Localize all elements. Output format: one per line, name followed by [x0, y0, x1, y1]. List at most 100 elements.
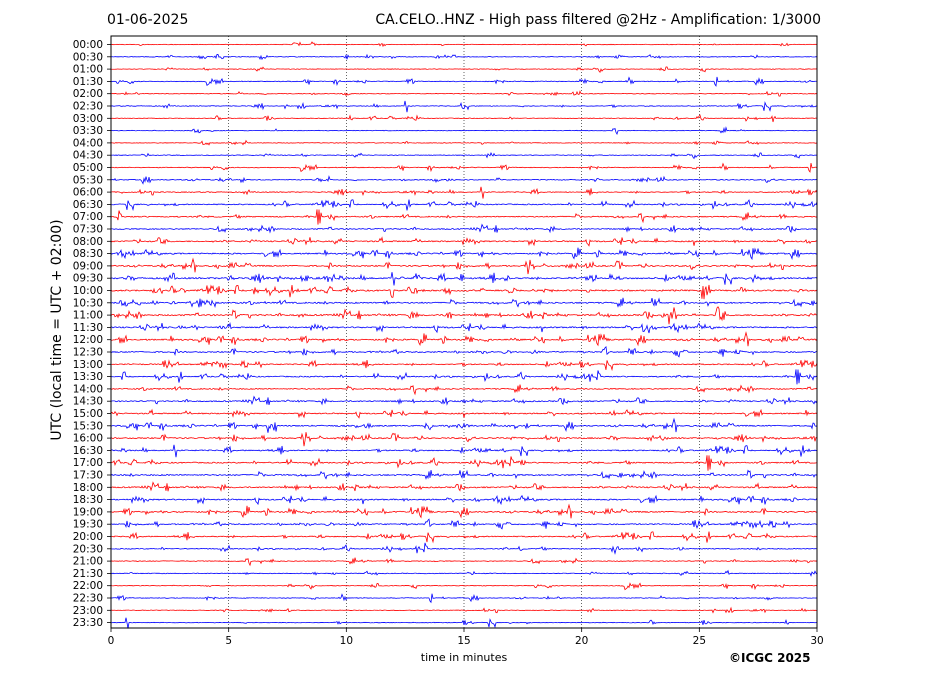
- trace-1800: [110, 481, 818, 492]
- trace-0200: [110, 90, 818, 97]
- trace-0400: [110, 139, 818, 146]
- y-tick-label: 06:00: [73, 187, 103, 199]
- copyright-label: ©ICGC 2025: [729, 651, 811, 665]
- y-tick-label: 21:00: [73, 556, 103, 568]
- y-tick-label: 16:30: [73, 445, 103, 457]
- trace-0700: [110, 209, 818, 225]
- x-tick-label: 10: [340, 635, 353, 647]
- y-tick-label: 22:00: [73, 580, 103, 592]
- y-tick-label: 03:30: [73, 125, 103, 137]
- trace-1400: [110, 384, 818, 396]
- y-tick-label: 09:30: [73, 273, 103, 285]
- trace-2030: [110, 542, 818, 555]
- trace-2100: [110, 557, 818, 567]
- trace-0730: [110, 223, 818, 234]
- trace-0900: [110, 257, 818, 275]
- trace-1000: [110, 284, 818, 300]
- trace-0300: [110, 114, 818, 123]
- y-tick-label: 07:30: [73, 224, 103, 236]
- x-tick-label: 25: [693, 635, 706, 647]
- y-tick-label: 08:00: [73, 236, 103, 248]
- trace-2130: [110, 569, 818, 577]
- trace-1300: [110, 359, 818, 372]
- y-axis-label: UTC (local time = UTC + 02:00): [49, 219, 65, 441]
- x-tick-label: 30: [810, 635, 823, 647]
- y-tick-label: 15:30: [73, 420, 103, 432]
- y-tick-label: 23:00: [73, 605, 103, 617]
- trace-1730: [110, 469, 818, 480]
- axes: [107, 35, 818, 632]
- y-tick-label: 14:00: [73, 383, 103, 395]
- trace-1500: [110, 408, 818, 419]
- trace-0530: [110, 175, 818, 185]
- y-tick-label: 09:00: [73, 260, 103, 272]
- trace-1700: [110, 455, 818, 471]
- y-tick-label: 05:00: [73, 162, 103, 174]
- y-tick-label: 11:30: [73, 322, 103, 334]
- x-tick-label: 5: [225, 635, 232, 647]
- trace-2200: [110, 582, 818, 591]
- date-label: 01-06-2025: [107, 12, 189, 28]
- y-tick-label: 20:00: [73, 531, 103, 543]
- trace-0130: [110, 76, 818, 87]
- trace-0830: [110, 247, 818, 261]
- x-tick-labels: 0 5 10 15 20 25 30: [108, 635, 824, 647]
- y-tick-label: 05:30: [73, 174, 103, 186]
- trace-0430: [110, 152, 818, 160]
- trace-1830: [110, 494, 818, 506]
- seismic-traces: [110, 41, 818, 629]
- y-tick-label: 03:00: [73, 113, 103, 125]
- y-tick-label: 07:00: [73, 211, 103, 223]
- y-tick-labels: 00:0000:3001:0001:3002:0002:3003:0003:30…: [73, 39, 103, 629]
- y-tick-label: 00:30: [73, 51, 103, 63]
- x-tick-label: 20: [575, 635, 588, 647]
- trace-1430: [110, 395, 818, 406]
- trace-1930: [110, 518, 818, 530]
- y-tick-label: 19:30: [73, 519, 103, 531]
- trace-0630: [110, 199, 818, 212]
- x-tick-label: 15: [457, 635, 470, 647]
- trace-0000: [110, 41, 818, 48]
- trace-1100: [110, 306, 818, 325]
- trace-2000: [110, 531, 818, 544]
- y-tick-label: 12:00: [73, 334, 103, 346]
- trace-1030: [110, 297, 818, 309]
- trace-0230: [110, 100, 818, 113]
- y-tick-label: 02:00: [73, 88, 103, 100]
- y-tick-label: 13:00: [73, 359, 103, 371]
- trace-1130: [110, 322, 818, 334]
- trace-0500: [110, 162, 818, 173]
- y-tick-label: 04:30: [73, 150, 103, 162]
- chart-title: CA.CELO..HNZ - High pass filtered @2Hz -…: [375, 12, 821, 28]
- trace-2300: [110, 606, 818, 614]
- y-tick-label: 04:00: [73, 137, 103, 149]
- y-tick-label: 08:30: [73, 248, 103, 260]
- y-tick-label: 22:30: [73, 593, 103, 605]
- trace-2330: [110, 617, 818, 629]
- trace-0930: [110, 272, 818, 286]
- trace-1900: [110, 503, 818, 519]
- x-tick-label: 0: [108, 635, 115, 647]
- trace-1530: [110, 417, 818, 433]
- y-tick-label: 00:00: [73, 39, 103, 51]
- grid-lines: [228, 36, 700, 628]
- y-tick-label: 10:00: [73, 285, 103, 297]
- y-tick-label: 18:30: [73, 494, 103, 506]
- trace-0100: [110, 66, 818, 74]
- y-tick-label: 17:30: [73, 470, 103, 482]
- y-tick-label: 02:30: [73, 101, 103, 113]
- y-tick-label: 11:00: [73, 310, 103, 322]
- trace-1200: [110, 331, 818, 347]
- y-tick-label: 13:30: [73, 371, 103, 383]
- trace-0030: [110, 53, 818, 61]
- trace-0330: [110, 126, 818, 135]
- y-tick-label: 15:00: [73, 408, 103, 420]
- trace-1630: [110, 444, 818, 458]
- y-tick-label: 19:00: [73, 506, 103, 518]
- plot-frame: [110, 35, 818, 629]
- y-tick-label: 23:30: [73, 617, 103, 629]
- x-axis-label: time in minutes: [420, 651, 508, 664]
- y-tick-label: 12:30: [73, 347, 103, 359]
- trace-2230: [110, 593, 818, 604]
- y-tick-label: 06:30: [73, 199, 103, 211]
